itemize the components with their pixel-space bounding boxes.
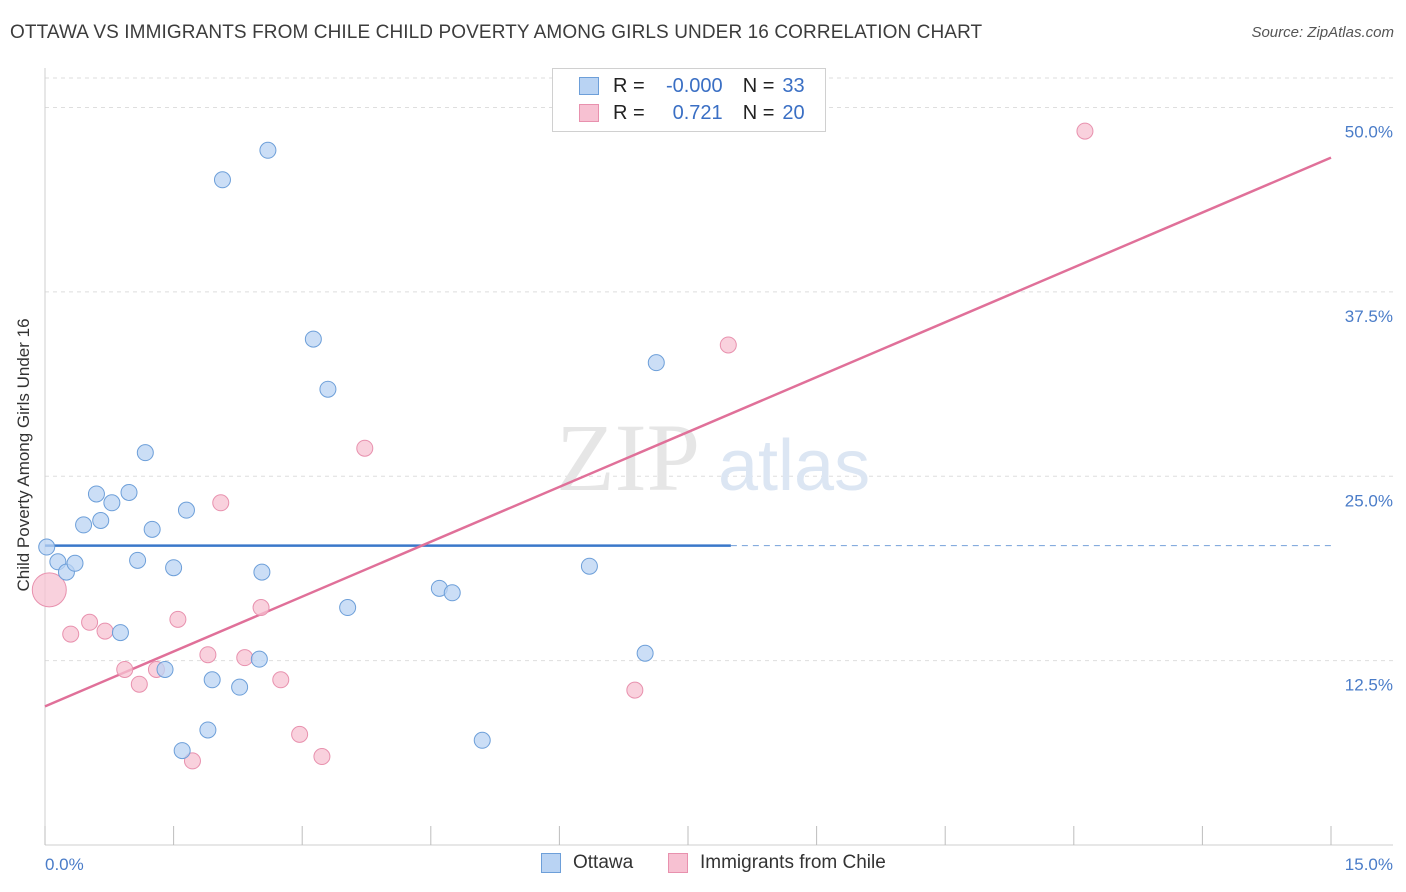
trend-lines: [44, 156, 1332, 708]
r-label: R =: [613, 101, 645, 124]
axes: [44, 68, 1393, 846]
chart-title: OTTAWA VS IMMIGRANTS FROM CHILE CHILD PO…: [10, 22, 983, 43]
ottawa-point: [473, 731, 491, 749]
y-axis-label: Child Poverty Among Girls Under 16: [14, 318, 33, 592]
chile-point: [199, 646, 217, 664]
chile-point: [313, 748, 331, 765]
chile-point: [183, 752, 201, 770]
ottawa-point: [165, 559, 183, 577]
ottawa-point: [66, 554, 84, 572]
ottawa-point: [304, 330, 322, 348]
chile-point: [272, 671, 290, 689]
ottawa-point: [647, 354, 665, 372]
ottawa-point: [143, 520, 161, 538]
chile-swatch: [579, 104, 599, 122]
legend-row-chile: R = 0.721 N = 20: [579, 100, 805, 126]
r-value: 0.721: [672, 101, 723, 124]
n-label: N =: [742, 101, 775, 124]
chile-point: [81, 613, 99, 631]
y-tick-label: 50.0%: [1345, 123, 1393, 142]
ottawa-swatch: [541, 853, 561, 873]
ottawa-point: [38, 538, 56, 556]
ottawa-point: [75, 516, 93, 534]
legend-item-chile: Immigrants from Chile: [668, 852, 886, 874]
n-value: 20: [782, 101, 805, 124]
source-label: Source: ZipAtlas.com: [1251, 24, 1394, 41]
ottawa-point: [250, 650, 268, 668]
legend-label-ottawa: Ottawa: [573, 852, 634, 873]
ottawa-point: [443, 584, 461, 602]
legend-label-chile: Immigrants from Chile: [700, 852, 886, 873]
y-tick-label: 12.5%: [1345, 676, 1393, 695]
ottawa-point: [111, 624, 129, 642]
ottawa-point: [319, 380, 337, 398]
ottawa-point: [213, 171, 231, 189]
legend-item-ottawa: Ottawa: [541, 852, 633, 874]
chile-point: [169, 610, 187, 628]
chile-point: [31, 572, 67, 608]
gridlines: [45, 77, 1393, 662]
y-tick-label: 25.0%: [1345, 491, 1393, 510]
chile-point: [356, 439, 374, 457]
x-tick-label: 0.0%: [45, 855, 84, 874]
y-tick-label: 37.5%: [1345, 307, 1393, 326]
n-label: N =: [742, 74, 775, 97]
chile-point: [62, 625, 80, 643]
ottawa-point: [129, 551, 147, 569]
correlation-legend: R = -0.000 N = 33 R = 0.721 N = 20: [552, 68, 826, 132]
chile-point: [252, 599, 270, 617]
chile-point: [96, 622, 114, 640]
chile-trend-line: [44, 156, 1332, 708]
ottawa-point: [136, 444, 154, 462]
ottawa-point: [339, 599, 357, 617]
series-legend: Ottawa Immigrants from Chile: [0, 852, 1406, 878]
chile-point: [1076, 122, 1094, 140]
chile-point: [130, 675, 148, 693]
chile-point: [626, 681, 644, 699]
x-tick-label: 15.0%: [1345, 855, 1393, 874]
ottawa-point: [87, 485, 105, 503]
ottawa-point: [259, 141, 277, 159]
chile-point: [116, 660, 134, 678]
watermark-atlas: atlas: [718, 426, 870, 506]
ottawa-point: [156, 660, 174, 678]
chile-point: [719, 336, 737, 354]
chile-swatch: [668, 853, 688, 873]
chile-point: [291, 725, 309, 743]
chile-point: [236, 649, 254, 667]
ottawa-point: [199, 721, 217, 739]
r-label: R =: [613, 74, 645, 97]
data-points: [31, 122, 1094, 770]
ottawa-point: [636, 644, 654, 662]
ottawa-point: [120, 483, 138, 501]
ottawa-point: [103, 494, 121, 512]
ottawa-point: [580, 557, 598, 575]
ottawa-point: [231, 678, 249, 696]
ottawa-swatch: [579, 77, 599, 95]
ottawa-point: [92, 512, 110, 529]
ottawa-point: [253, 563, 271, 581]
r-value: -0.000: [665, 74, 723, 97]
ottawa-point: [173, 742, 191, 760]
ottawa-point: [203, 671, 221, 689]
chile-point: [212, 494, 230, 512]
ottawa-point: [177, 501, 195, 519]
n-value: 33: [782, 74, 805, 97]
legend-row-ottawa: R = -0.000 N = 33: [579, 73, 805, 99]
tick-labels: 12.5% 25.0% 37.5% 50.0% 0.0% 15.0%: [45, 123, 1393, 875]
